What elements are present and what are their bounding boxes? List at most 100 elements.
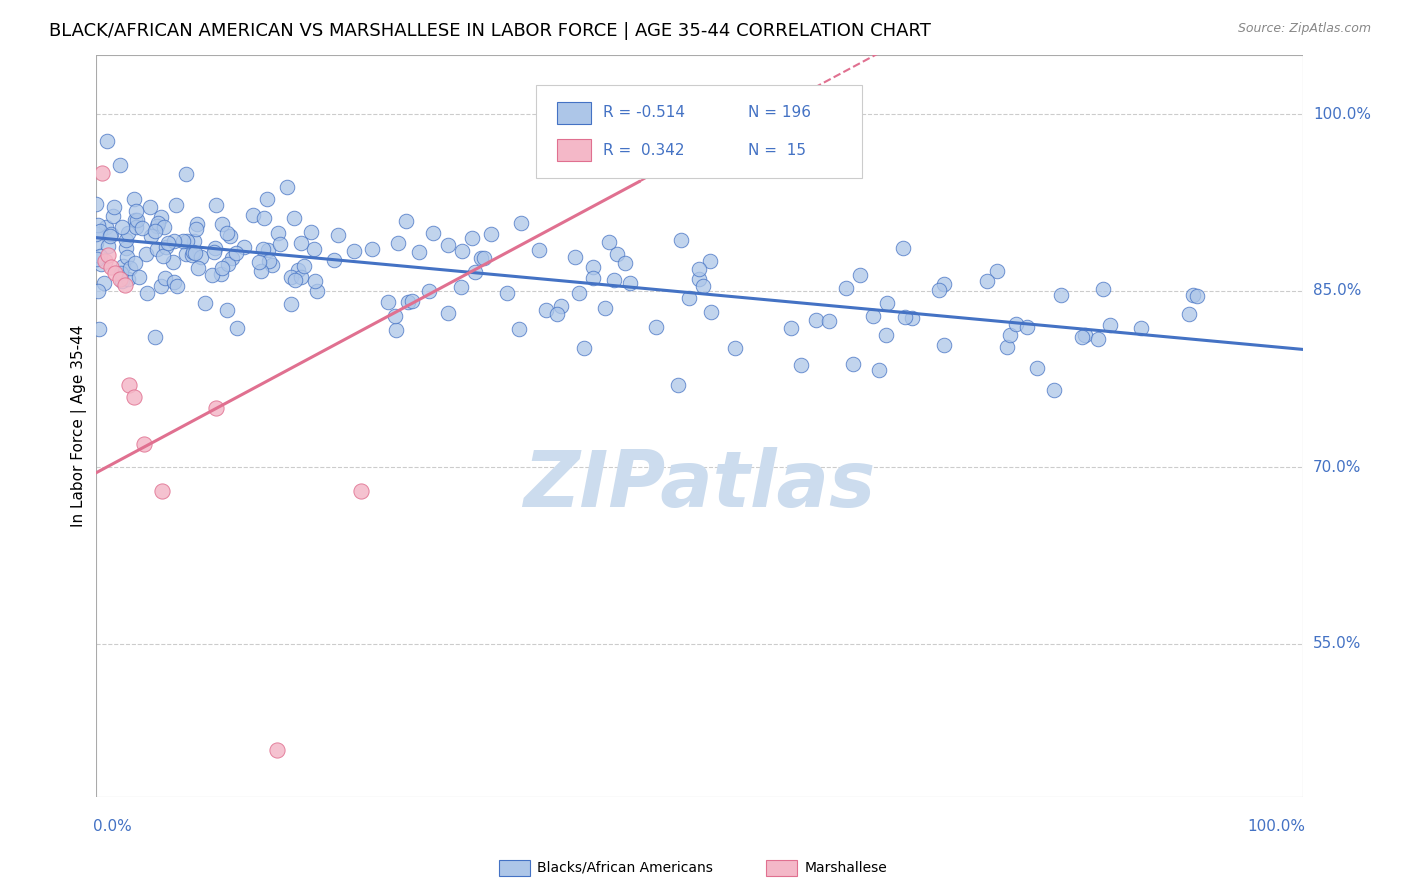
Point (395, 214, 418, 228)
Point (89, 249, 111, 263)
Point (183, 235, 205, 249)
Point (280, 269, 302, 284)
Point (101, 209, 124, 223)
Point (848, 268, 870, 282)
Text: Marshallese: Marshallese (804, 861, 887, 875)
Point (141, 229, 163, 244)
Point (450, 280, 472, 294)
Point (93, 276, 115, 290)
Point (108, 272, 131, 286)
Point (322, 253, 344, 268)
Point (290, 235, 312, 250)
Point (215, 226, 238, 240)
Point (932, 277, 955, 291)
Point (688, 261, 710, 276)
Point (408, 244, 430, 259)
Point (361, 242, 384, 256)
Point (894, 310, 917, 324)
Point (114, 277, 136, 292)
FancyBboxPatch shape (536, 85, 862, 178)
Point (385, 322, 408, 336)
Point (97, 238, 120, 252)
Point (143, 329, 166, 343)
Point (100, 227, 122, 242)
Point (127, 213, 149, 227)
Point (174, 247, 197, 261)
Point (1091, 282, 1114, 296)
Point (891, 241, 914, 255)
Point (1015, 319, 1038, 334)
Point (302, 242, 325, 256)
Point (1043, 383, 1066, 397)
Point (204, 241, 226, 255)
Point (166, 278, 188, 293)
Point (125, 203, 148, 218)
Point (225, 246, 247, 260)
Point (186, 217, 208, 231)
Y-axis label: In Labor Force | Age 35-44: In Labor Force | Age 35-44 (72, 325, 87, 527)
Point (186, 222, 208, 236)
Point (162, 235, 184, 249)
Point (118, 377, 141, 392)
Point (124, 255, 146, 269)
Point (125, 220, 148, 235)
Point (209, 267, 232, 281)
Point (136, 286, 159, 301)
Point (252, 243, 274, 257)
Point (226, 321, 249, 335)
Point (103, 201, 125, 215)
Point (150, 279, 173, 293)
Point (162, 255, 184, 269)
Point (94, 254, 117, 268)
Point (644, 320, 666, 334)
Point (201, 268, 224, 282)
Point (87, 219, 110, 233)
Point (115, 251, 138, 265)
Point (868, 363, 890, 377)
Point (1130, 321, 1153, 335)
Point (343, 244, 366, 258)
Point (242, 208, 264, 222)
Text: R = -0.514: R = -0.514 (603, 105, 685, 120)
Point (86, 252, 108, 266)
Point (89, 322, 111, 336)
Point (172, 234, 194, 248)
Point (678, 291, 700, 305)
Point (117, 271, 139, 285)
Point (256, 243, 278, 257)
Point (181, 247, 204, 261)
Point (157, 236, 180, 251)
Point (190, 250, 212, 264)
Point (89, 224, 111, 238)
Point (84, 196, 107, 211)
Point (450, 244, 472, 259)
Point (114, 241, 136, 255)
Point (572, 341, 595, 355)
Point (461, 230, 484, 244)
Point (508, 322, 530, 336)
Text: 55.0%: 55.0% (1313, 636, 1361, 651)
Point (132, 436, 155, 450)
Point (550, 299, 572, 313)
Point (98, 228, 121, 243)
Point (292, 259, 315, 273)
Point (287, 262, 309, 277)
Point (117, 226, 139, 240)
Point (276, 179, 298, 194)
Point (396, 295, 419, 310)
Point (176, 234, 198, 248)
Point (94, 220, 117, 235)
Point (90, 166, 112, 180)
Text: 100.0%: 100.0% (1247, 819, 1306, 834)
Point (260, 258, 283, 272)
Point (780, 320, 803, 334)
Point (165, 198, 187, 212)
Point (437, 306, 460, 320)
Point (470, 251, 492, 265)
Point (418, 284, 440, 298)
Point (582, 270, 605, 285)
Point (122, 192, 145, 206)
Point (100, 260, 122, 274)
Point (187, 260, 209, 275)
Point (135, 247, 157, 261)
